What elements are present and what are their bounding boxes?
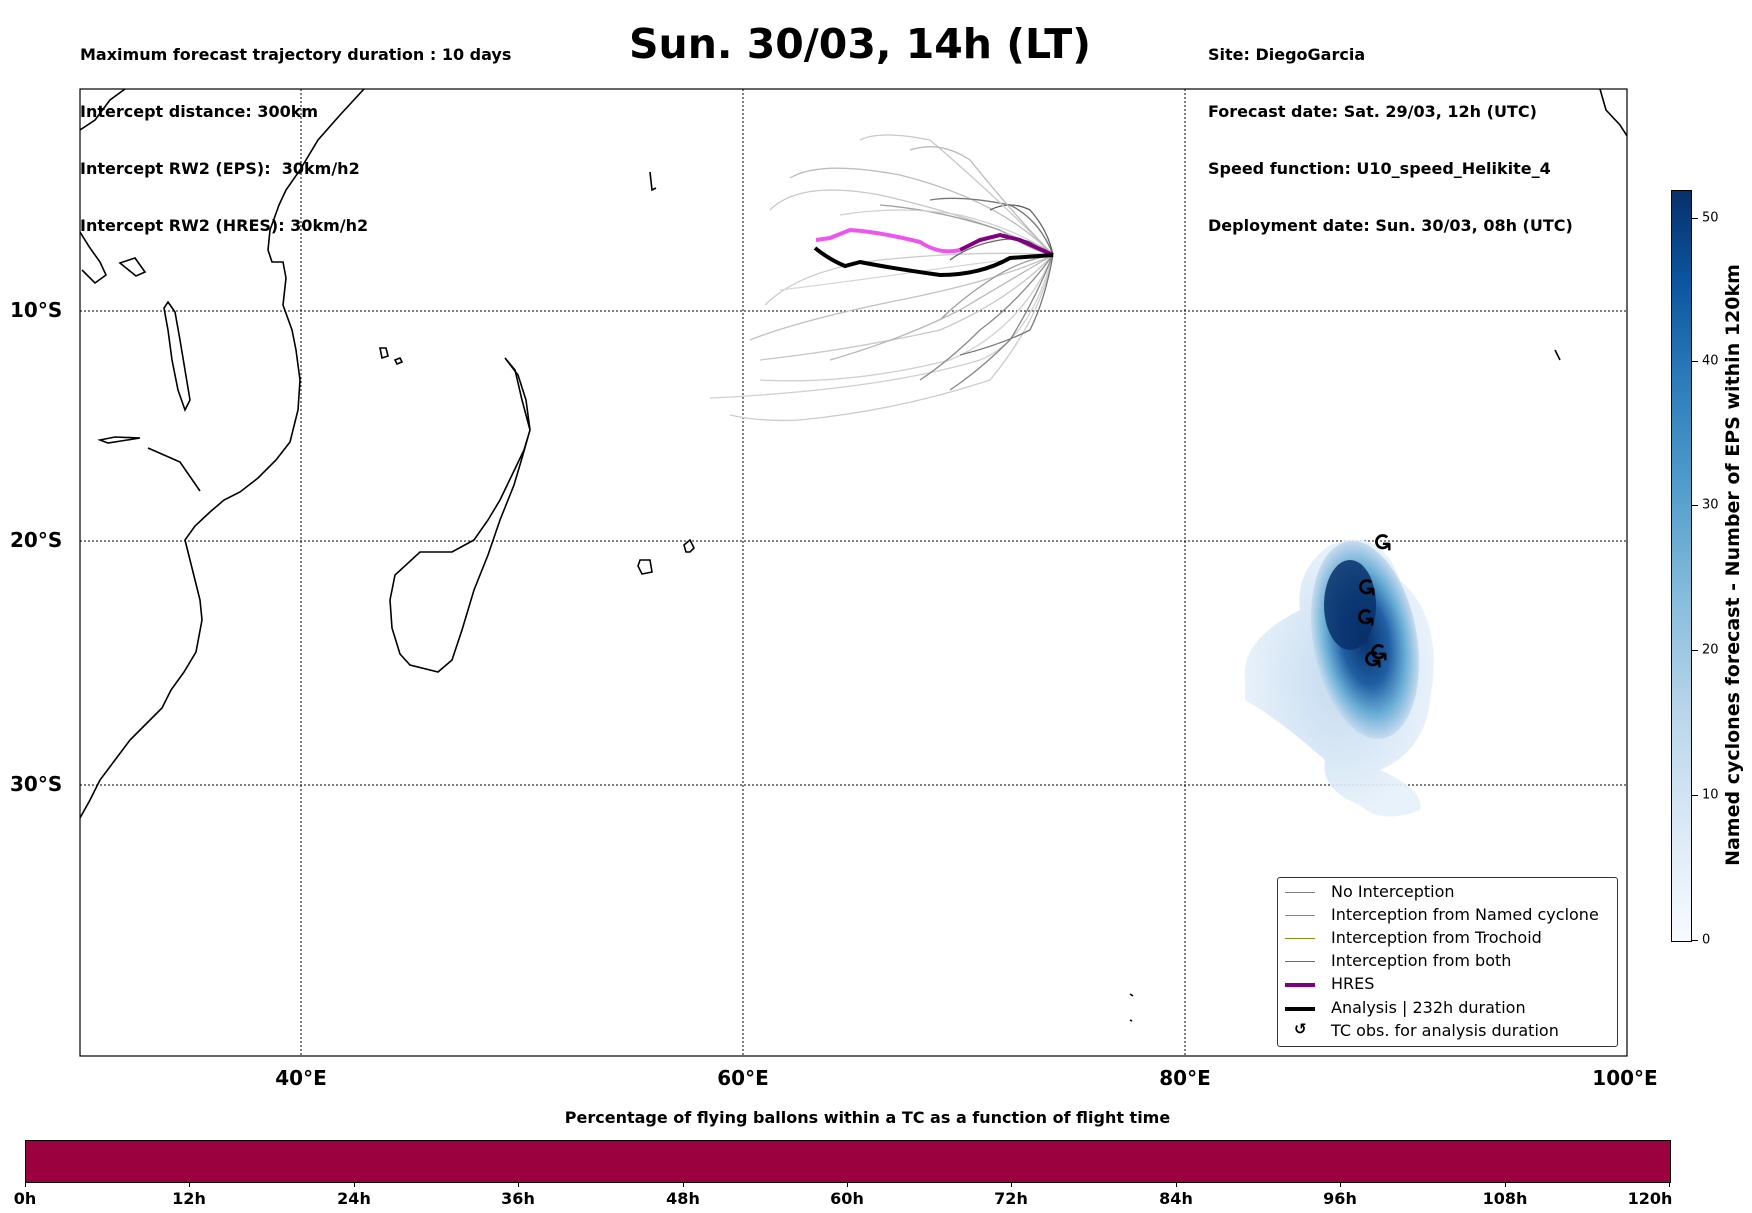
legend-item: Interception from Trochoid — [1278, 928, 1617, 950]
flight-time-tick: 120h — [1627, 1189, 1673, 1208]
legend-label: No Interception — [1331, 882, 1455, 901]
flight-time-tick: 96h — [1323, 1189, 1357, 1208]
legend-item: Interception from both — [1278, 951, 1617, 973]
site-info: Site: DiegoGarcia Forecast date: Sat. 29… — [1208, 7, 1573, 254]
flight-time-tick: 72h — [994, 1189, 1028, 1208]
forecast-parameters: Maximum forecast trajectory duration : 1… — [80, 7, 511, 254]
cyclone-icon: ↺ — [1352, 576, 1381, 598]
hres-trajectory-late — [959, 232, 1054, 257]
colorbar-tick-label: 10 — [1702, 787, 1719, 803]
ensemble-trajectories — [709, 134, 1054, 422]
cyclone-icon: ↺ — [1351, 606, 1380, 628]
lat-label-20s: 20°S — [10, 528, 63, 552]
lat-label-10s: 10°S — [10, 298, 63, 322]
lon-label-100e: 100°E — [1592, 1066, 1658, 1090]
density-colorbar — [1671, 190, 1692, 942]
colorbar-tick-label: 30 — [1702, 497, 1719, 513]
legend-label: TC obs. for analysis duration — [1331, 1021, 1559, 1040]
legend-item: HRES — [1278, 974, 1617, 996]
cyclone-icon: ↺ — [1358, 648, 1387, 670]
analysis-trajectory — [813, 246, 1054, 278]
colorbar-tick-label: 50 — [1702, 210, 1719, 226]
flight-time-tick: 48h — [666, 1189, 700, 1208]
legend-label: Interception from Trochoid — [1331, 928, 1542, 947]
deployment-date: Deployment date: Sun. 30/03, 08h (UTC) — [1208, 216, 1573, 235]
flight-time-tick: 12h — [172, 1189, 206, 1208]
flight-time-tick: 24h — [337, 1189, 371, 1208]
cyclone-density-field — [1244, 539, 1434, 817]
legend-label: Analysis | 232h duration — [1331, 998, 1526, 1017]
hres-trajectory — [815, 227, 961, 254]
legend-item: No Interception — [1278, 882, 1617, 904]
flight-time-tick: 36h — [501, 1189, 535, 1208]
coastlines — [80, 89, 1627, 1022]
flight-time-tick: 108h — [1482, 1189, 1528, 1208]
colorbar-tick-label: 20 — [1702, 642, 1719, 658]
lon-label-60e: 60°E — [717, 1066, 769, 1090]
param-intercept-hres: Intercept RW2 (HRES): 30km/h2 — [80, 216, 369, 235]
param-duration: Maximum forecast trajectory duration : 1… — [80, 45, 512, 64]
site-name: Site: DiegoGarcia — [1208, 45, 1366, 64]
flight-time-bar — [25, 1140, 1671, 1183]
flight-time-tick: 0h — [13, 1189, 37, 1208]
flight-time-tick: 84h — [1159, 1189, 1193, 1208]
flight-time-tick: 60h — [830, 1189, 864, 1208]
legend-label: Interception from both — [1331, 951, 1512, 970]
lon-label-80e: 80°E — [1159, 1066, 1211, 1090]
map-frame — [79, 88, 1628, 1057]
speed-function: Speed function: U10_speed_Helikite_4 — [1208, 159, 1551, 178]
legend-item: Interception from Named cyclone — [1278, 905, 1617, 927]
cyclone-icon: ↺ — [1368, 531, 1397, 553]
legend-item: ↺ TC obs. for analysis duration — [1278, 1020, 1617, 1043]
lat-label-30s: 30°S — [10, 772, 63, 796]
lon-label-40e: 40°E — [275, 1066, 327, 1090]
flight-time-title: Percentage of flying ballons within a TC… — [564, 1108, 1171, 1127]
param-intercept-distance: Intercept distance: 300km — [80, 102, 319, 121]
colorbar-tick-label: 0 — [1702, 932, 1711, 948]
map-legend: No Interception Interception from Named … — [1277, 877, 1618, 1047]
legend-label: Interception from Named cyclone — [1331, 905, 1599, 924]
legend-item: Analysis | 232h duration — [1278, 998, 1617, 1020]
legend-label: HRES — [1331, 974, 1375, 993]
page-title: Sun. 30/03, 14h (LT) — [629, 20, 1091, 68]
cyclone-icon: ↺ — [1294, 1020, 1307, 1038]
forecast-date: Forecast date: Sat. 29/03, 12h (UTC) — [1208, 102, 1537, 121]
colorbar-tick-label: 40 — [1702, 353, 1719, 369]
